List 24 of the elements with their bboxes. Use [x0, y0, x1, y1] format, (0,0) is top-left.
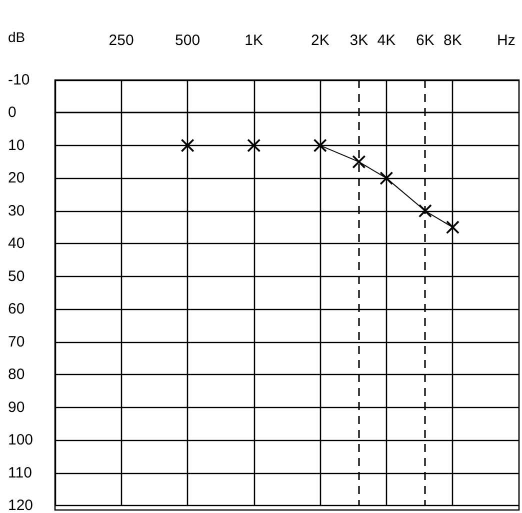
x-tick-label: 1K — [244, 32, 264, 49]
y-tick-label: 90 — [8, 398, 25, 416]
x-tick-label: 500 — [175, 32, 200, 49]
x-tick-label: 2K — [310, 32, 330, 49]
x-tick-label: 6K — [416, 32, 434, 49]
y-tick-label: -10 — [8, 72, 30, 88]
y-tick-label: 0 — [8, 104, 16, 122]
x-tick-label: 8K — [444, 32, 462, 49]
y-tick-label: 10 — [8, 136, 25, 154]
y-tick-label: 120 — [8, 497, 34, 513]
y-tick-label: 20 — [8, 170, 25, 187]
y-tick-label: 50 — [8, 268, 25, 285]
x-tick-label: 4K — [377, 32, 396, 49]
y-tick-label: 80 — [8, 366, 25, 384]
x-tick-label: 250 — [108, 32, 134, 49]
y-tick-label: 60 — [8, 300, 25, 318]
y-tick-label: 30 — [8, 202, 25, 220]
y-tick-label: 100 — [8, 432, 34, 449]
x-tick-label: 3K — [350, 32, 368, 49]
y-axis-title: dB — [8, 29, 26, 45]
y-tick-label: 70 — [8, 333, 25, 350]
y-tick-label: 110 — [8, 464, 32, 482]
y-tick-label: 40 — [8, 235, 25, 252]
x-axis-title: Hz — [497, 32, 516, 49]
